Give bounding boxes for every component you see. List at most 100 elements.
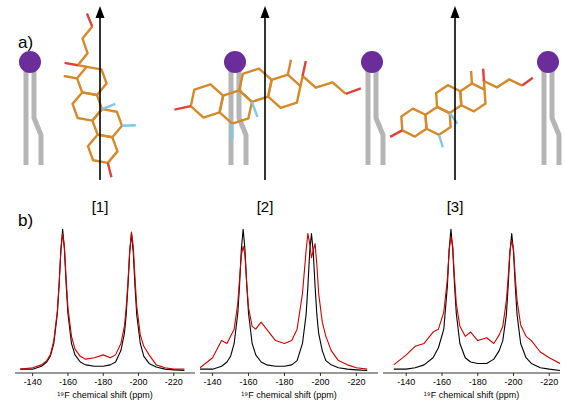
arrow [264,16,266,180]
spectrum-line [200,234,367,370]
x-tick [442,373,443,376]
ring [75,66,109,97]
side-chain [301,76,348,96]
lipid [361,51,383,165]
x-tick-label: -180 [275,377,293,387]
side-chain [484,79,522,90]
ring [460,83,486,113]
x-axis [15,373,195,374]
molecule [171,36,364,163]
keto-oxygen [174,103,190,113]
lipid-tail [552,70,559,165]
structure-label: [3] [447,198,464,215]
x-tick-label: -160 [59,377,77,387]
oxygen [303,61,306,76]
ring [238,65,274,104]
x-tick [320,373,321,376]
lipid-tail [366,70,371,165]
spectrum-line [394,236,560,364]
x-axis-title: ¹⁹F chemical shift (ppm) [241,390,336,400]
ring [189,81,225,120]
plot-area [394,229,560,370]
x-tick [513,373,514,376]
panel-label: b) [18,211,33,230]
spectrum-line [20,232,184,369]
methyl [288,60,291,75]
plot-area [20,229,184,370]
figure: a) [1] [2] [3] -140 -160 -180 -200 -220 ¹⁹F chemi… [0,0,565,405]
x-tick [406,373,407,376]
lipid-tail [542,70,547,165]
spectrum-panel: -140-160-180-200-220¹⁹F chemical shift (… [383,229,560,400]
spectrum-line [394,229,560,370]
x-tick-label: -140 [204,377,222,387]
x-tick [32,373,33,376]
x-tick [549,373,550,376]
x-axis [200,373,378,374]
oxygen [85,13,94,26]
diagram [19,6,559,180]
structure-label: [2] [257,198,274,215]
oxygen [522,78,534,86]
side-chain [78,25,94,66]
structure-label: [1] [92,198,109,215]
arrowhead [96,6,105,18]
fluorine [439,135,443,148]
x-axis-title: ¹⁹F chemical shift (ppm) [424,390,519,400]
methyl [64,76,77,78]
arrowhead [451,6,460,18]
lipid-tail [24,70,29,165]
x-tick [212,373,213,376]
fluorine [450,113,458,125]
molecule [386,65,537,151]
spectrum-line [20,229,184,370]
x-tick [248,373,249,376]
ring [401,108,427,138]
arrowhead [261,6,270,18]
x-tick-label: -160 [240,377,258,387]
x-tick-label: -180 [469,377,487,387]
fluorine [249,102,260,117]
x-tick [477,373,478,376]
oxygen [482,69,485,82]
x-tick [284,373,285,376]
lipid-head [537,51,559,73]
x-tick-label: -200 [130,377,148,387]
spectrum-panel: -140-160-180-200-220¹⁹F chemical shift (… [15,229,195,400]
lipid-head [19,51,41,73]
lipid-head [224,51,246,73]
oxygen [346,86,361,97]
spectrum-line [200,229,367,370]
x-axis [383,373,560,374]
x-tick-label: -220 [165,377,183,387]
molecule [46,11,153,180]
lipid [224,51,246,165]
x-tick [138,373,139,376]
x-tick [356,373,357,376]
methyl [470,71,473,84]
x-tick-label: -200 [505,377,523,387]
ring [266,72,302,111]
x-tick [67,373,68,376]
x-tick-label: -200 [311,377,329,387]
x-tick-label: -140 [24,377,42,387]
ring [218,87,254,126]
plot-area [200,229,367,370]
fluorine [122,123,136,128]
oxygen [65,63,78,65]
panel-label: a) [18,33,33,52]
x-tick-label: -180 [94,377,112,387]
spectrum-panel: -140-160-180-200-220¹⁹F chemical shift (… [200,229,378,400]
x-tick [103,373,104,376]
lipid-head [361,51,383,73]
lipid-tail [376,70,383,165]
lipid [537,51,559,165]
ring [436,84,462,114]
arrow [99,16,101,180]
lipid [19,51,41,165]
x-tick-label: -160 [433,377,451,387]
x-tick [173,373,174,376]
lipid-tail [229,70,234,165]
lipid-tail [34,70,41,165]
fluorine [102,102,115,111]
